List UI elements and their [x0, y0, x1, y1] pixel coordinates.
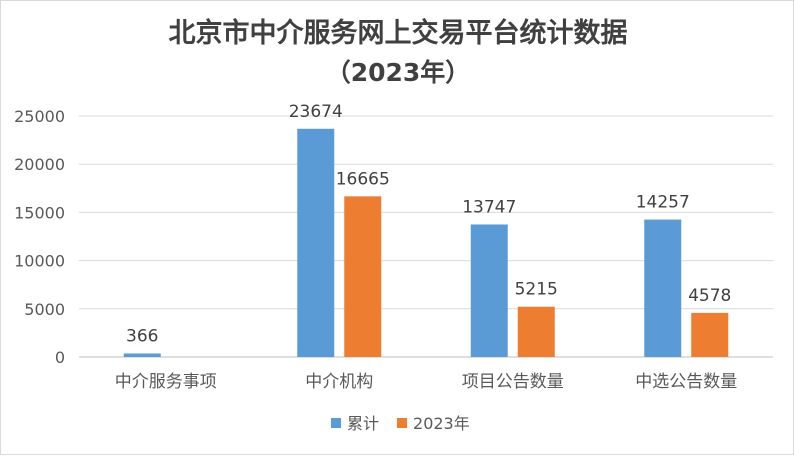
data-label: 5215	[515, 280, 558, 300]
bar	[470, 224, 508, 357]
bar	[123, 353, 161, 357]
legend-swatch	[331, 418, 341, 428]
x-tick-label: 中介机构	[305, 372, 373, 392]
bar	[644, 219, 682, 357]
data-label: 23674	[289, 102, 343, 122]
bar	[297, 128, 335, 357]
legend-swatch	[397, 418, 408, 428]
y-tick-label: 10000	[14, 252, 65, 271]
y-tick-label: 0	[55, 348, 65, 367]
chart-subtitle: （2023年）	[325, 58, 471, 87]
bar	[517, 306, 555, 357]
data-label: 13747	[462, 197, 516, 217]
data-label: 14257	[636, 193, 690, 213]
y-tick-label: 5000	[24, 300, 65, 319]
x-tick-label: 项目公告数量	[462, 372, 564, 392]
chart-title: 北京市中介服务网上交易平台统计数据	[168, 18, 628, 49]
bar	[344, 196, 382, 357]
data-label: 16665	[336, 169, 390, 189]
data-label: 366	[126, 326, 158, 346]
data-label: 4578	[688, 286, 731, 306]
x-tick-label: 中介服务事项	[115, 372, 217, 392]
y-tick-label: 15000	[14, 203, 65, 222]
legend-label: 2023年	[413, 414, 470, 433]
y-tick-label: 25000	[14, 107, 65, 126]
y-tick-label: 20000	[14, 155, 65, 174]
x-tick-label: 中选公告数量	[635, 372, 737, 392]
legend-label: 累计	[347, 414, 379, 433]
bar	[691, 312, 729, 357]
